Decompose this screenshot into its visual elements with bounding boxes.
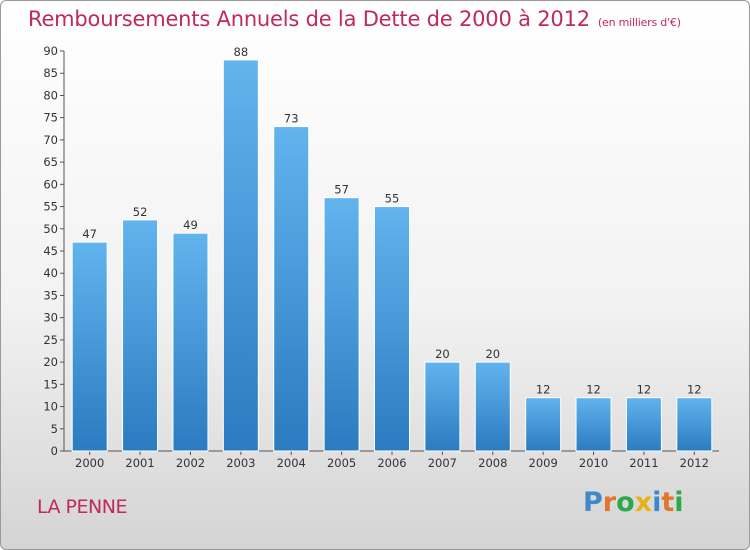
bar-2000	[71, 241, 108, 452]
logo-letter: r	[602, 487, 617, 518]
y-tick-label: 85	[43, 66, 58, 80]
bar-2012	[676, 397, 713, 452]
logo-letter: x	[634, 487, 653, 518]
y-tick-label: 60	[43, 177, 58, 191]
chart-title: Remboursements Annuels de la Dette de 20…	[28, 7, 681, 31]
y-tick-label: 10	[43, 400, 58, 414]
x-tick-label-2006: 2006	[377, 456, 406, 470]
bar-2008	[474, 361, 511, 452]
value-label-2000: 47	[82, 227, 97, 241]
x-tick-label-2011: 2011	[629, 456, 658, 470]
y-tick-label: 20	[43, 355, 58, 369]
y-tick-label: 5	[51, 422, 58, 436]
y-tick-label: 55	[43, 200, 58, 214]
y-tick-label: 45	[43, 244, 58, 258]
y-tick-label: 40	[43, 266, 58, 280]
y-tick-label: 90	[43, 44, 58, 58]
logo-letter: i	[674, 487, 684, 518]
bar-2011	[625, 397, 662, 452]
bar-2001	[122, 219, 159, 452]
value-label-2004: 73	[284, 112, 299, 126]
y-tick-label: 15	[43, 377, 58, 391]
value-label-2009: 12	[536, 383, 551, 397]
bar-2007	[424, 361, 461, 452]
bar-2003	[222, 59, 259, 452]
logo-letter: i	[652, 487, 662, 518]
bar-2005	[323, 197, 360, 452]
value-label-2007: 20	[435, 347, 450, 361]
value-label-2008: 20	[485, 347, 500, 361]
x-tick-label-2003: 2003	[226, 456, 255, 470]
x-tick-label-2009: 2009	[529, 456, 558, 470]
chart-title-text: Remboursements Annuels de la Dette de 20…	[28, 7, 590, 31]
bar-2010	[575, 397, 612, 452]
chart-subtitle: (en milliers d'€)	[597, 16, 681, 29]
x-tick-label-2001: 2001	[125, 456, 154, 470]
value-label-2006: 55	[385, 192, 400, 206]
logo-letter: t	[661, 487, 675, 518]
value-label-2001: 52	[133, 205, 148, 219]
bar-2004	[273, 126, 310, 452]
x-tick-label-2004: 2004	[277, 456, 306, 470]
y-tick-label: 35	[43, 288, 58, 302]
x-tick-label-2012: 2012	[680, 456, 709, 470]
y-tick-label: 50	[43, 222, 58, 236]
bar-2006	[374, 206, 410, 452]
bar-2002	[172, 232, 209, 452]
x-tick-label-2000: 2000	[75, 456, 104, 470]
y-tick-label: 80	[43, 88, 58, 102]
y-tick-label: 25	[43, 333, 58, 347]
x-tick-label-2005: 2005	[327, 456, 356, 470]
x-tick-label-2008: 2008	[478, 456, 507, 470]
value-label-2012: 12	[687, 383, 702, 397]
value-label-2003: 88	[234, 45, 249, 59]
y-tick-label: 75	[43, 111, 58, 125]
y-tick-label: 30	[43, 311, 58, 325]
y-tick-label: 65	[43, 155, 58, 169]
logo-letter: P	[583, 487, 603, 518]
value-label-2011: 12	[637, 383, 652, 397]
x-tick-label-2007: 2007	[428, 456, 457, 470]
y-tick-label: 0	[51, 444, 58, 458]
value-label-2010: 12	[586, 383, 601, 397]
value-label-2005: 57	[334, 183, 349, 197]
y-tick-label: 70	[43, 133, 58, 147]
logo-letter: o	[616, 487, 635, 518]
proxiti-logo: Proxiti	[583, 487, 684, 518]
x-tick-label-2010: 2010	[579, 456, 608, 470]
x-tick-label-2002: 2002	[176, 456, 205, 470]
value-label-2002: 49	[183, 218, 198, 232]
bar-2009	[525, 397, 562, 452]
city-name: LA PENNE	[37, 496, 127, 518]
